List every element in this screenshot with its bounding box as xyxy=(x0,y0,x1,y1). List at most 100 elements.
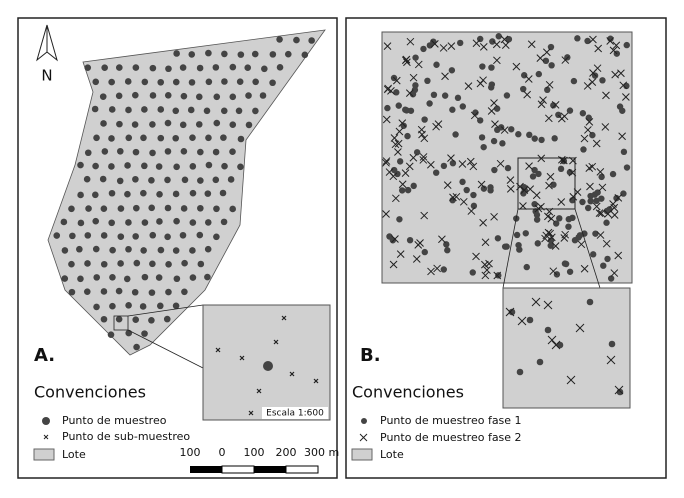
cross-mark xyxy=(391,235,399,243)
point xyxy=(172,78,180,86)
point xyxy=(172,134,180,142)
point xyxy=(593,197,600,205)
point xyxy=(479,63,486,70)
cross-mark xyxy=(551,340,561,350)
legend-dot xyxy=(361,418,367,424)
cross-mark xyxy=(609,46,618,55)
cross-mark xyxy=(596,231,605,239)
point xyxy=(600,262,607,269)
point xyxy=(85,205,92,212)
cross-mark xyxy=(490,99,498,107)
scale-label: 100 xyxy=(180,446,201,459)
point xyxy=(457,39,464,47)
point xyxy=(165,261,172,268)
point xyxy=(181,176,189,184)
point xyxy=(561,260,569,267)
point xyxy=(587,197,594,205)
cross-mark xyxy=(551,242,560,250)
point xyxy=(196,64,204,72)
point xyxy=(109,246,116,254)
point xyxy=(165,65,172,73)
point xyxy=(221,50,228,58)
legend-cross xyxy=(43,434,49,440)
point xyxy=(393,89,400,96)
point xyxy=(269,79,276,87)
point xyxy=(406,236,414,244)
cross-mark xyxy=(542,48,551,57)
point xyxy=(164,176,171,184)
point xyxy=(426,42,434,49)
point xyxy=(173,50,180,57)
point xyxy=(141,273,149,281)
point xyxy=(189,247,196,254)
point xyxy=(480,185,488,192)
cross-mark xyxy=(527,40,536,49)
point xyxy=(187,106,195,114)
point xyxy=(156,218,163,225)
point xyxy=(478,134,486,141)
point xyxy=(124,78,132,85)
cross-mark xyxy=(557,198,566,206)
point xyxy=(229,63,237,71)
point xyxy=(164,148,172,155)
point xyxy=(83,288,91,295)
point xyxy=(133,204,140,212)
point xyxy=(116,147,124,155)
point xyxy=(92,78,100,86)
point xyxy=(92,245,100,253)
cross-mark xyxy=(583,82,592,90)
point xyxy=(173,217,180,225)
cross-mark xyxy=(517,316,527,326)
point xyxy=(213,233,220,241)
legend-label: Lote xyxy=(380,448,404,461)
point xyxy=(148,289,156,296)
point xyxy=(245,121,253,129)
point xyxy=(180,92,188,100)
point xyxy=(219,189,227,197)
cross-mark xyxy=(614,251,623,260)
point xyxy=(570,77,578,85)
cross-mark xyxy=(289,371,295,377)
point xyxy=(212,148,220,156)
cross-mark xyxy=(561,56,570,64)
point xyxy=(424,77,431,85)
point xyxy=(205,78,213,86)
point xyxy=(276,64,284,71)
cross-mark xyxy=(589,69,597,77)
point xyxy=(580,146,587,153)
point xyxy=(293,36,300,44)
point xyxy=(84,64,92,71)
point xyxy=(164,91,172,99)
point xyxy=(623,164,631,171)
point xyxy=(180,205,188,212)
cross-mark xyxy=(580,264,589,273)
point xyxy=(386,233,393,240)
cross-mark xyxy=(403,58,411,67)
point xyxy=(100,260,108,268)
cross-mark xyxy=(560,112,569,121)
cross-mark xyxy=(420,134,429,143)
cross-mark xyxy=(545,80,554,89)
cross-mark xyxy=(409,73,418,82)
cross-mark xyxy=(409,153,418,162)
cross-mark xyxy=(389,172,398,181)
cross-mark xyxy=(469,162,478,171)
point xyxy=(141,330,148,337)
cross-mark xyxy=(619,81,628,90)
point xyxy=(426,100,433,107)
cross-mark xyxy=(441,72,449,81)
point xyxy=(526,131,533,139)
point xyxy=(470,191,477,199)
point xyxy=(396,158,404,165)
cross-mark xyxy=(588,78,597,86)
point xyxy=(396,216,403,223)
cross-mark xyxy=(472,252,480,261)
point xyxy=(402,106,409,113)
cross-mark xyxy=(416,239,424,247)
cross-mark xyxy=(434,120,443,128)
panel-label: B. xyxy=(360,345,381,366)
point xyxy=(448,67,456,74)
cross-mark xyxy=(387,87,395,95)
point xyxy=(619,107,626,114)
point xyxy=(495,272,502,279)
